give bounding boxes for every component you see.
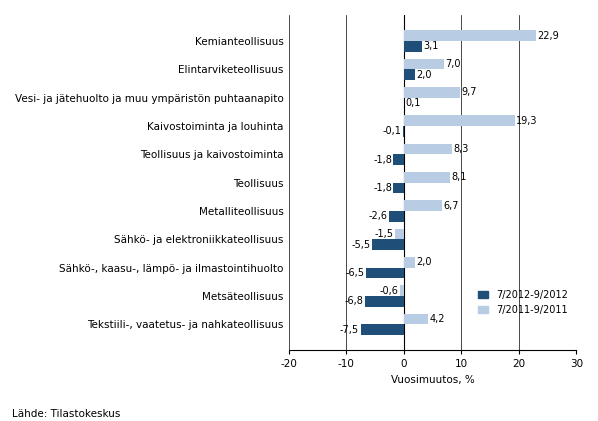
Text: -6,8: -6,8 [344,296,363,306]
Text: 2,0: 2,0 [417,257,432,267]
Text: 3,1: 3,1 [423,41,438,51]
Bar [404,172,450,183]
Text: 7,0: 7,0 [446,59,461,69]
Bar [404,257,415,268]
Text: 8,1: 8,1 [452,172,467,182]
Text: -5,5: -5,5 [352,240,371,250]
Text: -7,5: -7,5 [340,325,359,335]
Text: -1,5: -1,5 [375,229,393,239]
Text: 2,0: 2,0 [417,70,432,80]
Text: -1,8: -1,8 [373,155,392,165]
X-axis label: Vuosimuutos, %: Vuosimuutos, % [390,375,474,385]
Bar [372,240,404,250]
Bar [404,41,422,52]
Text: 19,3: 19,3 [516,116,538,125]
Legend: 7/2012-9/2012, 7/2011-9/2011: 7/2012-9/2012, 7/2011-9/2011 [474,286,572,319]
Bar [404,200,443,211]
Bar [393,183,404,194]
Bar [404,30,536,41]
Text: Lähde: Tilastokeskus: Lähde: Tilastokeskus [12,409,120,419]
Text: 4,2: 4,2 [429,314,445,324]
Bar [404,87,460,98]
Text: 8,3: 8,3 [453,144,468,154]
Bar [395,229,404,240]
Bar [404,59,444,69]
Text: 22,9: 22,9 [537,31,559,41]
Text: -2,6: -2,6 [368,211,388,221]
Text: 9,7: 9,7 [461,87,477,97]
Text: -6,5: -6,5 [346,268,365,278]
Text: -1,8: -1,8 [373,183,392,193]
Bar [404,69,415,80]
Bar [404,314,428,324]
Bar [361,324,404,335]
Text: 0,1: 0,1 [406,98,421,108]
Bar [389,211,404,222]
Bar [393,155,404,165]
Bar [400,285,404,296]
Text: 6,7: 6,7 [444,201,459,210]
Bar [404,144,451,155]
Bar [404,115,515,126]
Text: -0,6: -0,6 [380,285,399,296]
Text: -0,1: -0,1 [383,126,402,136]
Bar [367,268,404,278]
Bar [365,296,404,307]
